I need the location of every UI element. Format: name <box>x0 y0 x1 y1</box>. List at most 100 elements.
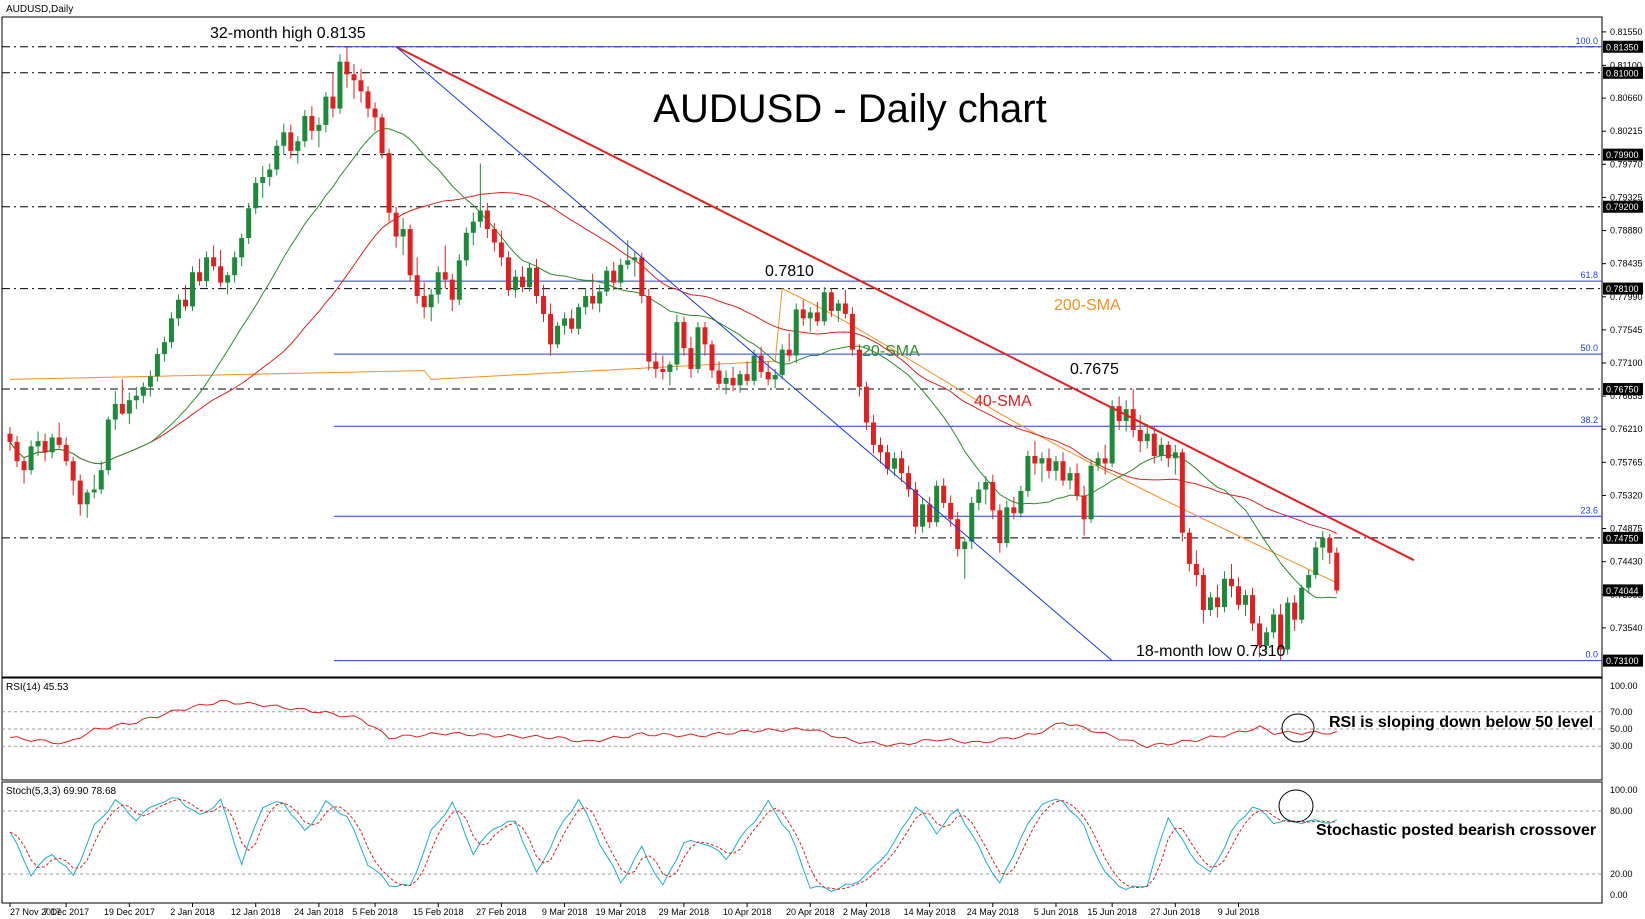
candle-body <box>611 270 617 283</box>
candle-body <box>1102 458 1108 464</box>
candle-body <box>1095 458 1101 466</box>
candle-body <box>793 309 799 356</box>
x-tick-label: 10 Apr 2018 <box>723 907 772 917</box>
line-20-sma <box>9 128 1337 599</box>
price-label-text: 0.74044 <box>1606 586 1639 596</box>
candle-body <box>218 266 224 283</box>
y-tick-label: 0.75320 <box>1610 490 1643 500</box>
candle-body <box>597 291 603 304</box>
candle-body <box>906 473 912 490</box>
candle-body <box>253 182 259 209</box>
candle-body <box>702 327 708 345</box>
candle-body <box>1004 507 1010 544</box>
x-tick-label: 5 Feb 2018 <box>352 907 398 917</box>
y-tick-label: 0.80215 <box>1610 126 1643 136</box>
fibonacci-levels: 100.0 61.8 50.0 38.2 23.6 0.0 <box>333 36 1602 662</box>
candle-body <box>849 313 855 350</box>
candle-body <box>632 257 638 261</box>
candle-body <box>576 307 582 329</box>
candle-body <box>421 296 427 308</box>
candle-body <box>1074 473 1080 496</box>
price-label-box <box>1603 383 1643 396</box>
candle-body <box>63 444 69 462</box>
fib-label-5: 0.0 <box>1585 650 1598 660</box>
candle-body <box>260 176 266 183</box>
candle-body <box>1151 433 1157 457</box>
line-40-sma <box>9 191 1338 534</box>
price-label-text: 0.78100 <box>1606 284 1639 294</box>
candle-body <box>211 257 217 267</box>
candle-body <box>105 419 111 471</box>
x-tick-label: 29 Mar 2018 <box>659 907 710 917</box>
y-tick-label: 0.81100 <box>1610 60 1642 70</box>
candle-body <box>470 221 476 233</box>
stoch-panel-frame <box>1 781 1603 904</box>
candle-body <box>1053 461 1059 471</box>
candle-body <box>323 96 329 125</box>
candle-body <box>393 212 399 237</box>
rsi-tick-label: 70.00 <box>1610 707 1633 717</box>
price-label-box <box>1603 148 1643 161</box>
candle-body <box>49 437 55 453</box>
candle-body <box>751 355 757 381</box>
candle-body <box>990 482 996 511</box>
candle-body <box>562 318 568 326</box>
candle-body <box>379 117 385 154</box>
candle-body <box>604 270 610 292</box>
candle-body <box>119 403 125 414</box>
candle-body <box>274 145 280 170</box>
candle-body <box>1088 465 1094 520</box>
price-label-box <box>1603 200 1643 213</box>
y-tick-label: 0.74430 <box>1610 557 1643 567</box>
candle-body <box>386 153 392 213</box>
candle-body <box>302 115 308 142</box>
candle-body <box>674 322 680 365</box>
candle-body <box>835 303 841 311</box>
candle-body <box>1067 473 1073 481</box>
x-tick-label: 9 Mar 2018 <box>542 907 588 917</box>
candle-body <box>400 229 406 237</box>
candle-body <box>772 374 778 380</box>
symbol-label: AUDUSD,Daily <box>6 4 73 15</box>
y-tick-label: 0.79770 <box>1610 159 1643 169</box>
candle-body <box>927 504 933 523</box>
candle-body <box>1264 632 1270 646</box>
candle-body <box>1271 614 1277 633</box>
candle-body <box>1327 537 1333 553</box>
candle-body <box>814 312 820 322</box>
x-tick-label: 5 Jun 2018 <box>1034 907 1079 917</box>
candle-body <box>1299 587 1305 620</box>
candle-body <box>1039 458 1045 464</box>
candle-body <box>892 458 898 469</box>
candle-body <box>870 422 876 445</box>
candle-body <box>126 400 132 414</box>
stoch-panel: 100.00 80.00 20.00 0.00 <box>2 785 1638 900</box>
candle-body <box>239 237 245 258</box>
candle-body <box>688 348 694 369</box>
candle-body <box>737 374 743 386</box>
y-tick-label: 0.77990 <box>1610 292 1643 302</box>
candle-body <box>295 141 301 151</box>
candle-body <box>435 272 441 295</box>
x-tick-label: 14 May 2018 <box>904 907 956 917</box>
candle-body <box>863 386 869 423</box>
candle-body <box>920 504 926 527</box>
candle-body <box>309 115 315 131</box>
candle-body <box>491 229 497 243</box>
candle-body <box>414 275 420 297</box>
price-label-box <box>1603 654 1643 667</box>
price-labels: 0.81350 0.81000 0.79900 0.79200 0.78100 0.767… <box>1603 40 1643 667</box>
candle-body <box>744 374 750 381</box>
stoch-label: Stoch(5,3,3) 69.90 78.68 <box>6 786 117 797</box>
x-tick-label: 27 Nov 2017 <box>10 907 61 917</box>
candle-body <box>1081 495 1087 520</box>
candle-body <box>456 260 462 300</box>
candle-body <box>70 461 76 481</box>
candle-body <box>716 370 722 384</box>
candle-body <box>1193 563 1199 576</box>
candle-body <box>695 327 701 369</box>
fib-label-3: 38.2 <box>1580 415 1598 425</box>
candle-body <box>541 296 547 314</box>
candle-body <box>35 441 41 447</box>
